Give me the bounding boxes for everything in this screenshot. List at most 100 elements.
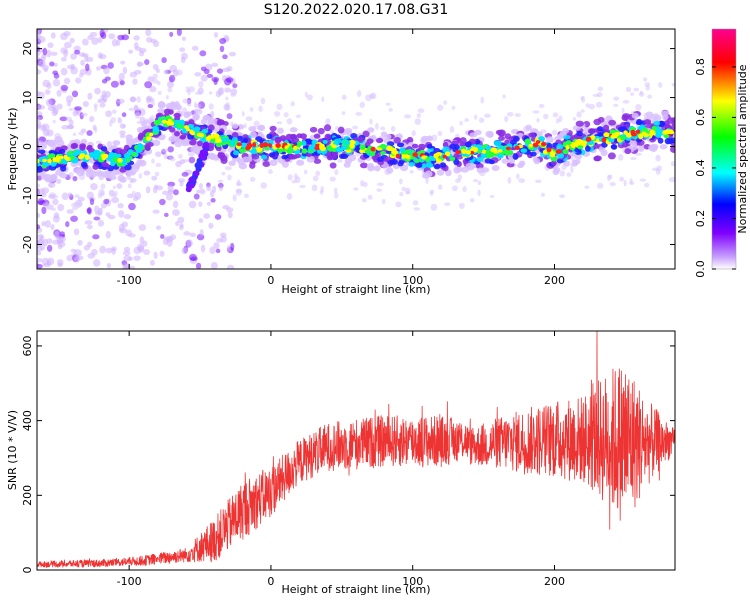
spectrogram-noise-dot	[219, 232, 227, 238]
spectrogram-noise-dot	[570, 166, 574, 174]
spectrogram-noise-dot	[41, 206, 47, 215]
spectrogram-noise-dot	[437, 130, 443, 137]
spectrogram-noise-dot	[613, 96, 620, 101]
spectrogram-noise-dot	[66, 100, 72, 107]
spectrogram-noise-dot	[182, 98, 189, 104]
spectrogram-noise-dot	[217, 182, 224, 189]
spectrogram-noise-dot	[52, 70, 59, 75]
spectrogram-noise-dot	[235, 188, 242, 196]
spectrogram-noise-dot	[146, 95, 153, 102]
spectrogram-noise-dot	[143, 170, 151, 176]
spectrogram-noise-dot	[299, 184, 306, 189]
spectrogram-ridge-point	[268, 152, 276, 158]
spectrogram-noise-dot	[56, 103, 63, 110]
spectrogram-ridge-point	[215, 145, 222, 152]
spectrogram-noise-dot	[181, 36, 186, 41]
spectrogram-noise-dot	[321, 96, 325, 103]
spectrogram-noise-dot	[59, 116, 68, 122]
spectrogram-noise-dot	[111, 247, 116, 255]
spectrogram-noise-dot	[74, 194, 80, 199]
spectrogram-ridge-point	[153, 119, 161, 126]
spectrogram-ridge-point	[80, 161, 88, 168]
spectrogram-noise-dot	[260, 97, 266, 105]
spectrogram-ridge-point	[512, 153, 519, 160]
spectrogram-ridge-point	[528, 143, 533, 148]
spectrogram-noise-dot	[37, 250, 42, 256]
spectrogram-ridge-point	[550, 156, 558, 162]
spectrogram-noise-dot	[129, 71, 137, 78]
spectrogram-noise-dot	[92, 259, 101, 267]
spectrogram-noise-dot	[71, 206, 79, 211]
spectrogram-noise-dot	[370, 92, 377, 100]
spectrogram-ridge-point	[84, 156, 90, 160]
spectrogram-noise-dot	[193, 101, 198, 109]
spectrogram-ridge-point	[359, 144, 366, 150]
spectrogram-noise-dot	[95, 140, 102, 144]
spectrogram-y-axis-label: Frequency (Hz)	[6, 108, 19, 191]
spectrogram-noise-dot	[60, 84, 69, 92]
spectrogram-ridge-point	[319, 143, 325, 148]
spectrogram-noise-dot	[107, 62, 114, 69]
spectrogram-ridge-point	[266, 133, 273, 140]
spectrogram-noise-dot	[152, 63, 159, 71]
spectrogram-ridge-point	[405, 154, 411, 160]
spectrogram-ridge-point	[169, 127, 176, 133]
colorbar-ticks: 0.0 0.2 0.4 0.6 0.8	[694, 58, 736, 278]
spectrogram-noise-dot	[168, 154, 174, 160]
x-tick-label: 200	[544, 274, 565, 287]
spectrogram-noise-dot	[181, 172, 189, 177]
spectrogram-noise-dot	[559, 170, 566, 177]
spectrogram-noise-dot	[122, 66, 128, 75]
spectrogram-ridge-point	[121, 158, 127, 165]
spectrogram-noise-dot	[213, 242, 220, 249]
spectrogram-ridge-point	[597, 116, 605, 123]
spectrogram-noise-dot	[177, 216, 185, 224]
spectrogram-noise-dot	[63, 77, 71, 85]
spectrogram-noise-dot	[283, 112, 289, 118]
spectrogram-ridge-point	[415, 163, 423, 168]
spectrogram-noise-dot	[258, 105, 263, 112]
spectrogram-ridge-point	[465, 162, 474, 169]
spectrogram-ridge-point	[636, 129, 641, 134]
spectrogram-ridge-point	[186, 128, 191, 132]
spectrogram-ridge-point	[267, 143, 272, 147]
spectrogram-ridge-point	[610, 144, 617, 149]
spectrogram-ridge-point	[231, 123, 239, 129]
spectrogram-ridge-point	[553, 167, 561, 173]
spectrogram-noise-dot	[69, 37, 75, 44]
spectrogram-noise-dot	[99, 245, 107, 254]
spectrogram-noise-dot	[458, 202, 465, 209]
spectrogram-ridge-point	[301, 148, 308, 154]
spectrogram-ridge-point	[374, 165, 381, 172]
spectrogram-noise-dot	[502, 94, 506, 99]
spectrogram-noise-dot	[290, 101, 295, 107]
spectrogram-noise-dot	[656, 165, 663, 172]
spectrogram-ridge-point	[192, 127, 200, 132]
spectrogram-noise-dot	[224, 87, 231, 93]
spectrogram-noise-dot	[187, 151, 195, 157]
spectrogram-noise-dot	[167, 184, 174, 193]
spectrogram-ridge-point	[306, 155, 315, 163]
spectrogram-noise-dot	[152, 78, 159, 84]
spectrogram-ridge-point	[395, 153, 401, 158]
spectrogram-noise-dot	[507, 176, 512, 184]
spectrogram-noise-dot	[474, 114, 478, 120]
spectrogram-noise-dot	[176, 69, 183, 76]
spectrogram-noise-dot	[61, 192, 69, 201]
spectrogram-noise-dot	[199, 188, 206, 195]
spectrogram-noise-dot	[559, 194, 566, 199]
spectrogram-noise-dot	[214, 213, 222, 220]
spectrogram-noise-dot	[276, 103, 283, 111]
spectrogram-ridge-point	[497, 149, 503, 153]
spectrogram-ridge-point	[344, 140, 351, 146]
spectrogram-noise-dot	[79, 73, 84, 78]
spectrogram-noise-dot	[132, 78, 138, 85]
spectrogram-ridge-point	[292, 137, 300, 144]
spectrogram-noise-dot	[477, 189, 481, 197]
spectrogram-noise-dot	[89, 198, 95, 206]
spectrogram-noise-dot	[464, 118, 469, 123]
spectrogram-noise-dot	[334, 192, 339, 199]
spectrogram-ridge-point	[514, 145, 520, 151]
spectrogram-ridge-point	[135, 148, 143, 153]
spectrogram-ridge-point	[238, 162, 248, 170]
